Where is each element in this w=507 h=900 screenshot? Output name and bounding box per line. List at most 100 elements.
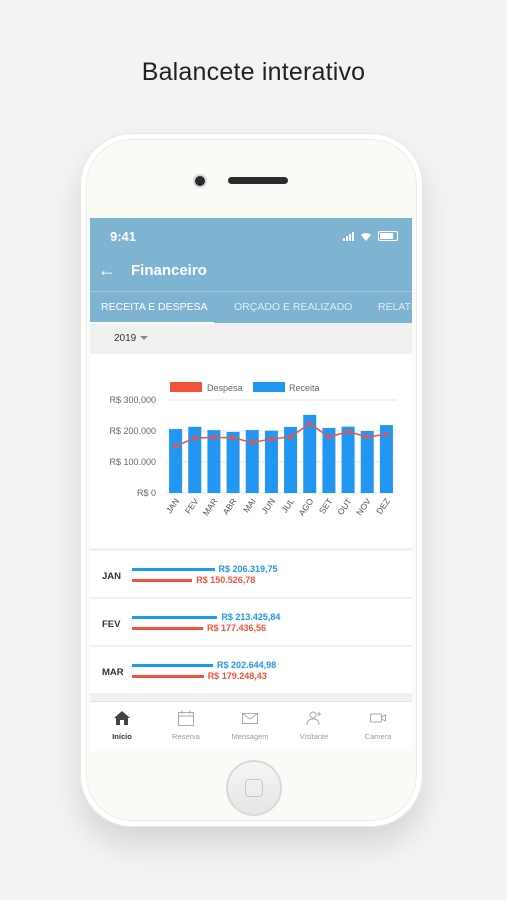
receita-bar — [132, 664, 214, 667]
bar-receita-jun — [264, 430, 278, 493]
y-tick-label: R$ 0 — [137, 488, 156, 498]
point-despesa-dez — [384, 432, 389, 437]
bar-receita-dez — [379, 425, 393, 493]
month-list: JAN R$ 206.319,75 R$ 150.526,78 FEV R$ 213.4… — [90, 551, 412, 695]
despesa-bar — [132, 675, 204, 678]
y-tick-label: R$ 100.000 — [109, 457, 156, 467]
chevron-down-icon — [140, 336, 149, 341]
year-value: 2019 — [114, 333, 137, 344]
bar-receita-set — [322, 427, 336, 493]
legend-label-receita: Receita — [289, 383, 320, 393]
x-tick-label: NOV — [354, 496, 373, 517]
status-time: 9:41 — [110, 229, 137, 244]
battery-icon — [378, 231, 398, 241]
nav-reserva[interactable]: Reserva — [154, 702, 218, 751]
point-despesa-ago — [307, 421, 313, 426]
legend-swatch-despesa — [170, 382, 202, 392]
receita-value: R$ 206.319,75 — [218, 564, 278, 574]
signal-icon — [343, 231, 354, 241]
x-tick-label: JAN — [164, 496, 181, 515]
camera-icon — [370, 713, 386, 723]
back-arrow-icon[interactable]: ← — [98, 260, 116, 280]
nav-label: Camera — [364, 732, 392, 741]
nav-mensagem[interactable]: Mensagem — [218, 702, 282, 751]
month-label: FEV — [102, 619, 121, 630]
line-despesa — [175, 422, 387, 448]
home-button[interactable] — [226, 760, 282, 816]
point-despesa-nov — [364, 434, 370, 440]
point-despesa-jan — [173, 444, 178, 449]
bar-receita-abr — [226, 431, 240, 493]
point-despesa-abr — [230, 435, 236, 441]
receita-bar — [132, 616, 218, 619]
home-icon — [114, 711, 130, 725]
app-bar: 9:41 ← Financeiro RECEITA E DESPESA ORÇA… — [90, 218, 412, 324]
bar-receita-mai — [245, 430, 259, 493]
despesa-value: R$ 177.436,56 — [206, 623, 267, 633]
month-label: MAR — [102, 667, 124, 678]
bar-receita-nov — [360, 431, 374, 493]
month-row-jan[interactable]: JAN R$ 206.319,75 R$ 150.526,78 — [90, 551, 412, 597]
point-despesa-mai — [249, 440, 255, 445]
mail-icon — [242, 713, 258, 724]
despesa-value: R$ 150.526,78 — [196, 575, 256, 585]
bar-receita-mar — [207, 430, 221, 493]
nav-visitante[interactable]: Visitante — [282, 702, 346, 751]
x-tick-label: SET — [317, 496, 335, 515]
bar-receita-jan — [169, 429, 183, 493]
x-tick-label: JUN — [259, 496, 277, 515]
y-tick-label: R$ 300.000 — [109, 395, 156, 405]
month-row-mar[interactable]: MAR R$ 202.644,98 R$ 179.248,43 — [90, 647, 412, 693]
tab-orcado-realizado[interactable]: ORÇADO E REALIZADO — [234, 301, 353, 313]
bar-receita-out — [341, 426, 355, 493]
receita-value: R$ 213.425,84 — [221, 612, 281, 622]
calendar-icon — [178, 710, 194, 726]
x-tick-label: OUT — [335, 496, 353, 516]
x-tick-label: JUL — [279, 496, 296, 514]
point-despesa-set — [326, 434, 332, 440]
visitor-icon — [306, 711, 321, 726]
despesa-bar — [132, 627, 203, 630]
nav-label: Início — [112, 732, 132, 741]
nav-label: Mensagem — [231, 732, 269, 741]
point-despesa-out — [345, 429, 351, 434]
nav-inicio[interactable]: Início — [90, 702, 154, 751]
app-screen: 9:41 ← Financeiro RECEITA E DESPESA ORÇA… — [90, 218, 412, 751]
page-title: Financeiro — [131, 262, 207, 279]
month-row-fev[interactable]: FEV R$ 213.425,84 R$ 177.436,56 — [90, 599, 412, 645]
x-tick-label: ABR — [221, 496, 239, 516]
wifi-icon — [361, 232, 371, 241]
receita-value: R$ 202.644,98 — [217, 660, 277, 670]
legend-label-despesa: Despesa — [207, 383, 243, 393]
receita-bar — [132, 568, 215, 571]
bar-receita-fev — [188, 426, 202, 493]
tab-receita-despesa[interactable]: RECEITA E DESPESA — [101, 301, 208, 313]
point-despesa-jul — [288, 434, 293, 440]
bar-receita-jul — [284, 426, 298, 493]
despesa-bar — [132, 579, 193, 582]
bottom-nav: Início Reserva Mensagem Visitante Camera — [90, 701, 412, 751]
nav-camera[interactable]: Camera — [346, 702, 410, 751]
status-icons — [343, 231, 398, 241]
tab-relatorios[interactable]: RELATÓRIOS — [378, 301, 412, 313]
bar-receita-ago — [303, 414, 317, 493]
active-tab-indicator — [90, 322, 214, 324]
despesa-value: R$ 179.248,43 — [207, 671, 267, 681]
y-tick-label: R$ 200.000 — [109, 426, 156, 436]
point-despesa-mar — [211, 435, 217, 440]
point-despesa-fev — [192, 435, 198, 441]
point-despesa-jun — [269, 436, 274, 442]
tab-bar: RECEITA E DESPESA ORÇADO E REALIZADO REL… — [90, 291, 412, 324]
x-tick-label: FEV — [183, 496, 201, 516]
promo-headline: Balancete interativo — [141, 58, 366, 86]
year-select[interactable]: 2019 — [114, 333, 149, 344]
legend-swatch-receita — [253, 382, 285, 392]
phone-camera — [195, 176, 205, 186]
receita-despesa-chart: Despesa Receita R$ 0 R$ 100.000 R$ 200.000 R$… — [109, 382, 396, 518]
x-tick-label: MAR — [201, 496, 220, 517]
phone-speaker — [228, 177, 288, 184]
x-tick-label: MAI — [241, 496, 258, 514]
chart-card: Despesa Receita R$ 0 R$ 100.000 R$ 200.000 R$… — [90, 354, 412, 548]
x-tick-label: DEZ — [374, 496, 392, 516]
nav-label: Reserva — [172, 732, 200, 741]
